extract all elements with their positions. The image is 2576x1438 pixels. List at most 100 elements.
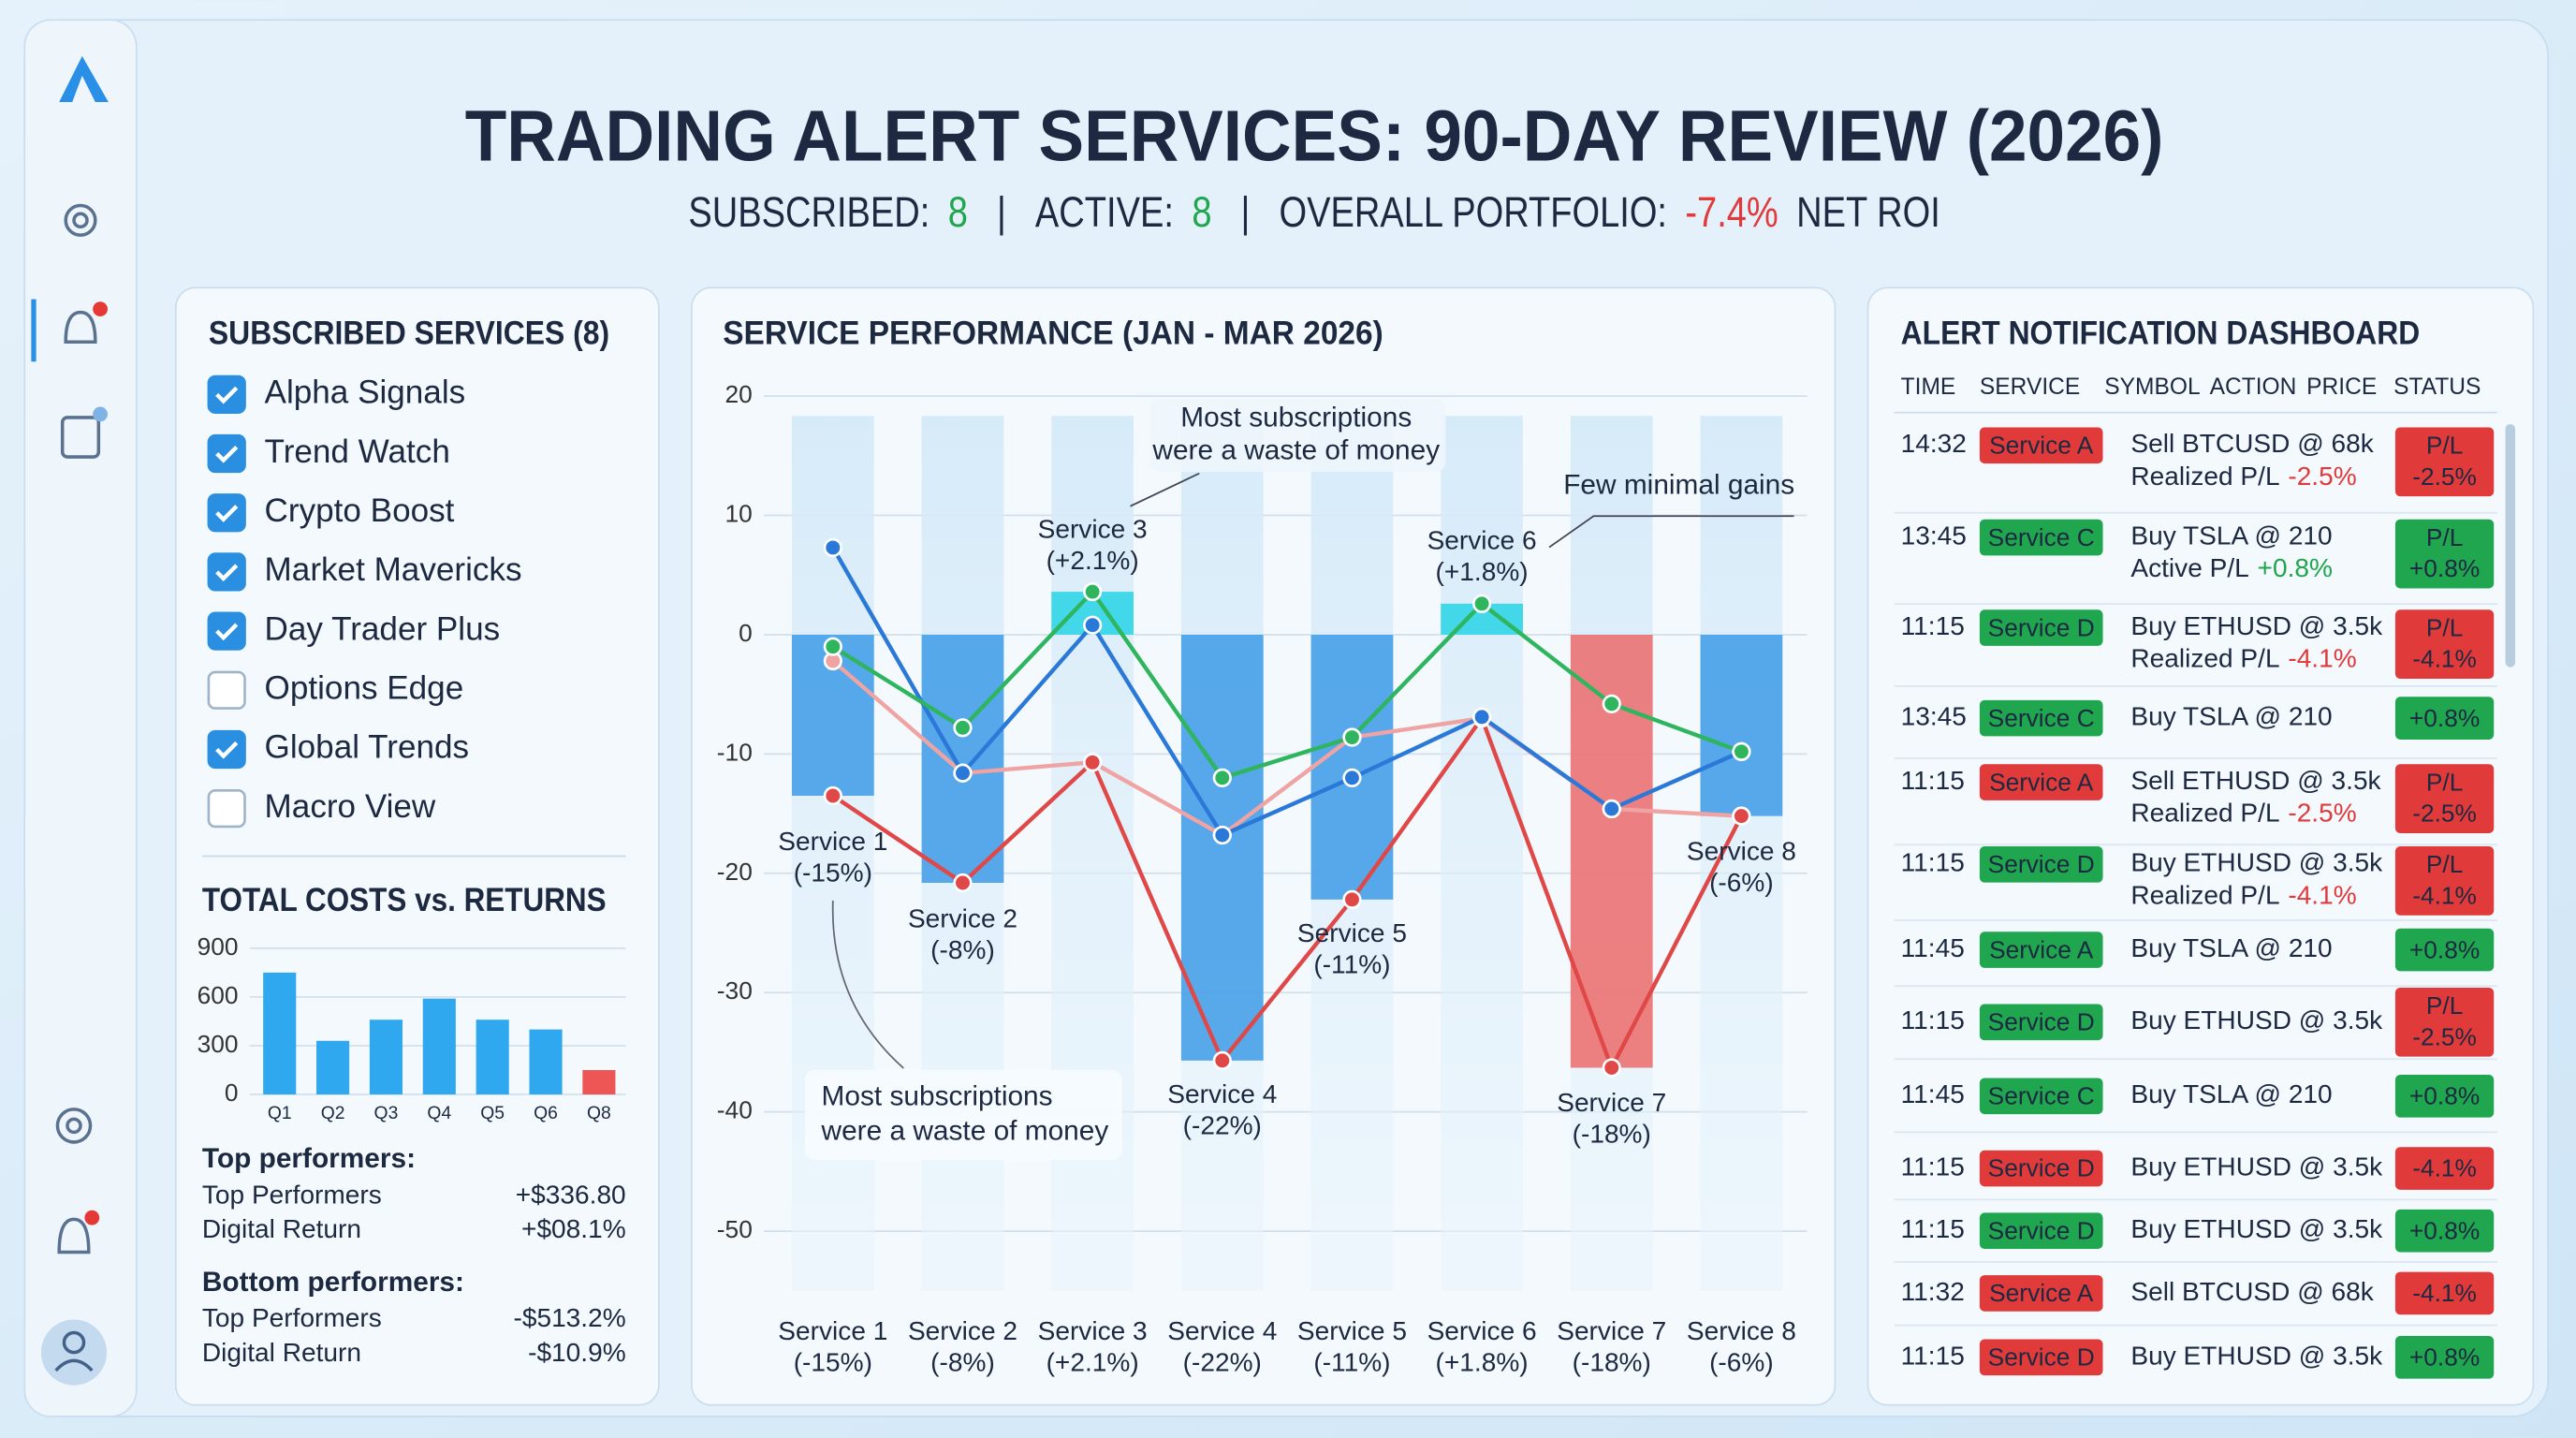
service-name: Alpha Signals: [265, 374, 466, 411]
status-badge: [2394, 519, 2495, 589]
service-badge[interactable]: [1979, 1275, 2103, 1312]
column-header: STATUS: [2393, 374, 2481, 400]
service-name: Market Mavericks: [265, 551, 522, 588]
x-tick-label: Q4: [427, 1104, 451, 1123]
service-badge-label: Service A: [1989, 1279, 2094, 1307]
service-badge[interactable]: [1979, 1212, 2103, 1250]
point-sublabel: (+1.8%): [1436, 557, 1529, 586]
status-value: +0.8%: [2409, 1216, 2480, 1244]
checkbox[interactable]: [207, 374, 246, 414]
service-badge[interactable]: [1979, 1150, 2103, 1187]
series-point: [1602, 799, 1621, 819]
x-tick-label: Service 6: [1427, 1316, 1537, 1345]
status-label: P/L: [2426, 850, 2464, 878]
x-tick-label: Service 4: [1167, 1316, 1277, 1345]
point-sublabel: (-15%): [794, 858, 872, 887]
service-badge[interactable]: [1979, 764, 2103, 800]
roi-suffix: NET ROI: [1796, 188, 1940, 236]
leader-line: [1548, 515, 1794, 549]
checkbox[interactable]: [207, 611, 246, 651]
bar: [316, 1040, 350, 1095]
status-value: -2.5%: [2412, 1022, 2477, 1050]
checkbox[interactable]: [207, 433, 246, 474]
service-name: Trend Watch: [265, 433, 450, 470]
service-name: Macro View: [265, 788, 436, 825]
column-header: ACTION: [2210, 374, 2297, 400]
detail-label: Active P/L: [2130, 554, 2248, 583]
service-badge[interactable]: [1979, 427, 2103, 464]
y-tick-label: -10: [717, 738, 753, 766]
performer-value: -$10.9%: [528, 1338, 626, 1367]
service-badge[interactable]: [1979, 1339, 2103, 1376]
notifications-icon[interactable]: [57, 1210, 100, 1255]
x-tick-sublabel: (+1.8%): [1436, 1347, 1529, 1376]
x-tick-sublabel: (-22%): [1183, 1347, 1262, 1376]
service-badge-label: Service C: [1988, 1082, 2095, 1110]
scrollbar[interactable]: [2505, 423, 2516, 668]
reports-icon[interactable]: [60, 406, 108, 459]
subscribed-count: 8: [948, 188, 968, 236]
settings-icon[interactable]: [55, 1108, 93, 1144]
annotation: Most subscriptions: [1180, 403, 1412, 433]
alert-symbol: Sell ETHUSD @ 3.5k: [2130, 766, 2381, 795]
status-value: +0.8%: [2409, 1082, 2480, 1110]
x-tick-label: Service 8: [1687, 1316, 1796, 1345]
detail-value: -4.1%: [2288, 644, 2356, 673]
point-sublabel: (-8%): [930, 935, 995, 964]
status-label: P/L: [2426, 431, 2464, 459]
service-badge[interactable]: [1979, 519, 2103, 556]
checkmark[interactable]: [215, 445, 239, 463]
detail-value: +0.8%: [2258, 554, 2333, 583]
bar-track: [1441, 416, 1523, 1291]
checkbox[interactable]: [207, 729, 246, 770]
annotation: were a waste of money: [821, 1115, 1109, 1146]
service-badge-label: Service D: [1988, 1154, 2095, 1182]
alerts-icon[interactable]: [64, 301, 108, 344]
service-badge-label: Service D: [1988, 613, 2095, 641]
service-badge[interactable]: [1979, 609, 2103, 646]
status-label: P/L: [2426, 768, 2464, 796]
alert-time: 11:15: [1901, 1152, 1965, 1181]
checkmark[interactable]: [215, 386, 239, 404]
service-badge[interactable]: [1979, 932, 2103, 968]
net-roi: -7.4%: [1685, 188, 1778, 236]
x-tick-sublabel: (-8%): [930, 1347, 995, 1376]
y-tick-label: -20: [717, 858, 753, 886]
service-badge[interactable]: [1979, 1004, 2103, 1041]
alert-symbol: Buy ETHUSD @ 3.5k: [2130, 1214, 2383, 1243]
user-avatar[interactable]: [40, 1319, 108, 1386]
annotation-box: [805, 1069, 1122, 1161]
checkmark[interactable]: [215, 741, 239, 759]
checkbox[interactable]: [207, 493, 246, 533]
panel-title: ALERT NOTIFICATION DASHBOARD: [1901, 315, 2421, 351]
status-badge: [2394, 1147, 2495, 1190]
checkmark[interactable]: [215, 564, 239, 582]
checkbox[interactable]: [207, 789, 246, 829]
series-point: [1342, 727, 1362, 747]
point-label: Service 8: [1687, 836, 1796, 865]
service-badge[interactable]: [1979, 1078, 2103, 1115]
checkmark[interactable]: [215, 623, 239, 641]
alert-detail: Realized P/L -4.1%: [2130, 644, 2356, 673]
checkbox[interactable]: [207, 670, 246, 710]
alert-time: 13:45: [1901, 702, 1967, 731]
checkmark[interactable]: [215, 505, 239, 522]
settings-icon[interactable]: [64, 203, 97, 237]
point-label: Service 4: [1167, 1079, 1277, 1108]
page-title: TRADING ALERT SERVICES: 90-DAY REVIEW (2…: [465, 95, 2164, 176]
sidebar: [23, 19, 138, 1417]
service-badge[interactable]: [1979, 846, 2103, 883]
checkbox[interactable]: [207, 552, 246, 592]
subscribed-label: SUBSCRIBED:: [688, 188, 929, 236]
service-badge-label: Service D: [1988, 850, 2095, 878]
alert-time: 11:15: [1901, 1214, 1965, 1243]
status-badge: [2394, 1074, 2495, 1118]
series-line: [831, 588, 1743, 781]
active-indicator: [31, 299, 37, 362]
bar: [1700, 634, 1783, 816]
performers-heading: Bottom performers:: [202, 1267, 464, 1298]
point-label: Service 3: [1038, 514, 1148, 543]
service-badge[interactable]: [1979, 699, 2103, 737]
performer-label: Top Performers: [202, 1180, 382, 1209]
separator: |: [997, 188, 1006, 236]
